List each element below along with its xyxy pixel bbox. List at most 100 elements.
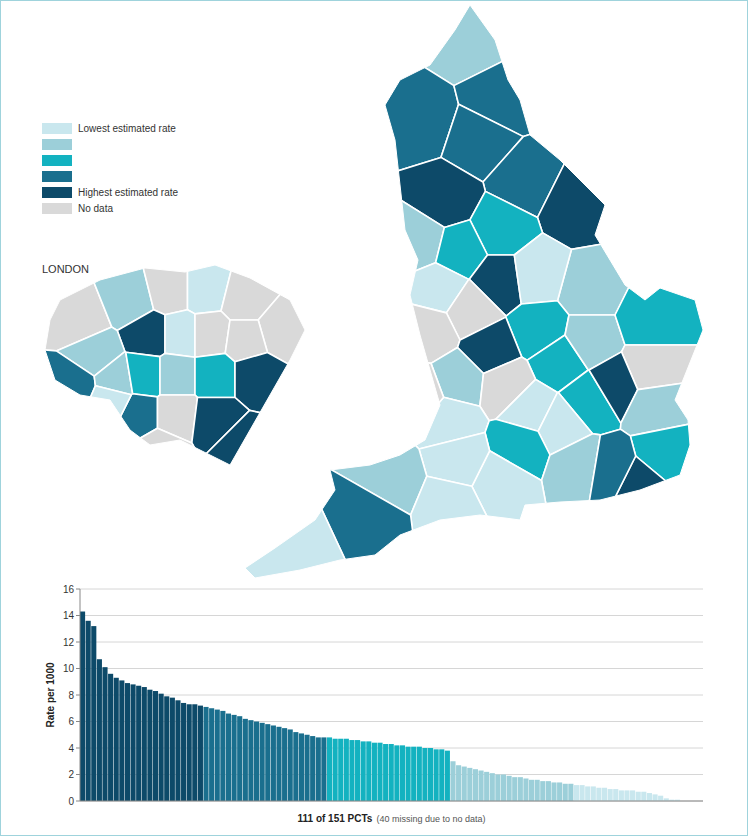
legend-label: Highest estimated rate: [78, 187, 178, 198]
bar: [551, 782, 556, 801]
bar: [316, 737, 321, 801]
bar: [507, 776, 512, 801]
x-axis-line: [80, 801, 703, 802]
grid-line: [80, 615, 703, 616]
bar: [372, 743, 377, 801]
region: [126, 352, 160, 397]
region: [542, 434, 601, 600]
bar: [271, 725, 276, 801]
bar: [456, 765, 461, 801]
bar: [355, 740, 360, 801]
bar: [484, 772, 489, 801]
bar: [658, 796, 663, 801]
region: [615, 174, 748, 345]
bar: [602, 788, 607, 801]
bar: [557, 782, 562, 801]
bar: [479, 771, 484, 801]
grid-line: [80, 589, 703, 590]
tick-label: 12: [63, 637, 75, 648]
bar: [563, 784, 568, 801]
axis-title: Rate per 1000: [45, 662, 56, 727]
bar: [512, 777, 517, 801]
bar: [574, 785, 579, 801]
tick: [76, 695, 80, 696]
bar: [192, 704, 197, 801]
bar: [467, 768, 472, 801]
region: [411, 476, 529, 600]
frame: [1, 1, 748, 836]
figure: LONDON Lowest estimated rate Highest estim…: [0, 0, 748, 836]
grid-line: [80, 695, 703, 696]
legend-swatch: [42, 203, 72, 214]
bar: [170, 698, 175, 801]
region: [160, 353, 195, 395]
bar: [400, 745, 405, 801]
bar: [215, 710, 220, 801]
bar: [80, 612, 85, 801]
bar: [529, 780, 534, 801]
bar: [198, 706, 203, 801]
bar: [327, 737, 332, 801]
bar: [254, 722, 259, 802]
bar: [226, 714, 231, 801]
bar: [153, 691, 158, 801]
bar: [310, 736, 315, 801]
region: [514, 233, 571, 304]
bar: [220, 711, 225, 801]
bar: [445, 751, 450, 801]
axis-title-note: (40 missing due to no data): [376, 814, 485, 824]
grid-line: [80, 642, 703, 643]
bar: [462, 767, 467, 801]
bar: [406, 747, 411, 801]
bar: [305, 735, 310, 801]
region: [139, 250, 188, 315]
bar: [102, 667, 107, 801]
region: [55, 386, 131, 480]
bar: [394, 745, 399, 801]
legend-label: Lowest estimated rate: [78, 123, 176, 134]
bar: [181, 703, 186, 801]
bar: [187, 704, 192, 801]
legend-swatch: [42, 139, 72, 150]
bar: [417, 747, 422, 801]
y-axis-line: [80, 589, 81, 801]
region: [538, 2, 748, 249]
bar: [114, 678, 119, 801]
bar: [422, 748, 427, 801]
bar: [131, 684, 136, 801]
map-label: LONDON: [42, 263, 89, 275]
axis-title: 111 of 151 PCTs(40 missing due to no dat…: [298, 813, 486, 824]
bar: [636, 792, 641, 801]
bar: [585, 786, 590, 801]
bar: [523, 778, 528, 801]
bar: [439, 749, 444, 801]
tick-label: 2: [68, 769, 74, 780]
bar: [546, 781, 551, 801]
tick-label: 8: [68, 690, 74, 701]
bar: [535, 780, 540, 801]
bar: [619, 790, 624, 801]
region: [201, 410, 320, 480]
legend-swatch: [42, 155, 72, 166]
bar: [580, 785, 585, 801]
tick: [76, 774, 80, 775]
bar: [282, 728, 287, 801]
bar: [265, 724, 270, 801]
bar: [608, 789, 613, 801]
bar: [647, 793, 652, 801]
bar: [344, 739, 349, 801]
bar: [450, 761, 455, 801]
bar: [125, 683, 130, 801]
region: [195, 311, 230, 357]
bar: [333, 739, 338, 801]
region: [622, 345, 748, 390]
england-map: [200, 0, 748, 600]
bar: [293, 732, 298, 801]
axis-title-main: 111 of 151 PCTs: [298, 813, 373, 824]
bar: [321, 737, 326, 801]
legend-swatch: [42, 171, 72, 182]
bar: [591, 786, 596, 801]
grid-line: [80, 668, 703, 669]
bars: [80, 612, 680, 801]
bar: [147, 690, 152, 801]
